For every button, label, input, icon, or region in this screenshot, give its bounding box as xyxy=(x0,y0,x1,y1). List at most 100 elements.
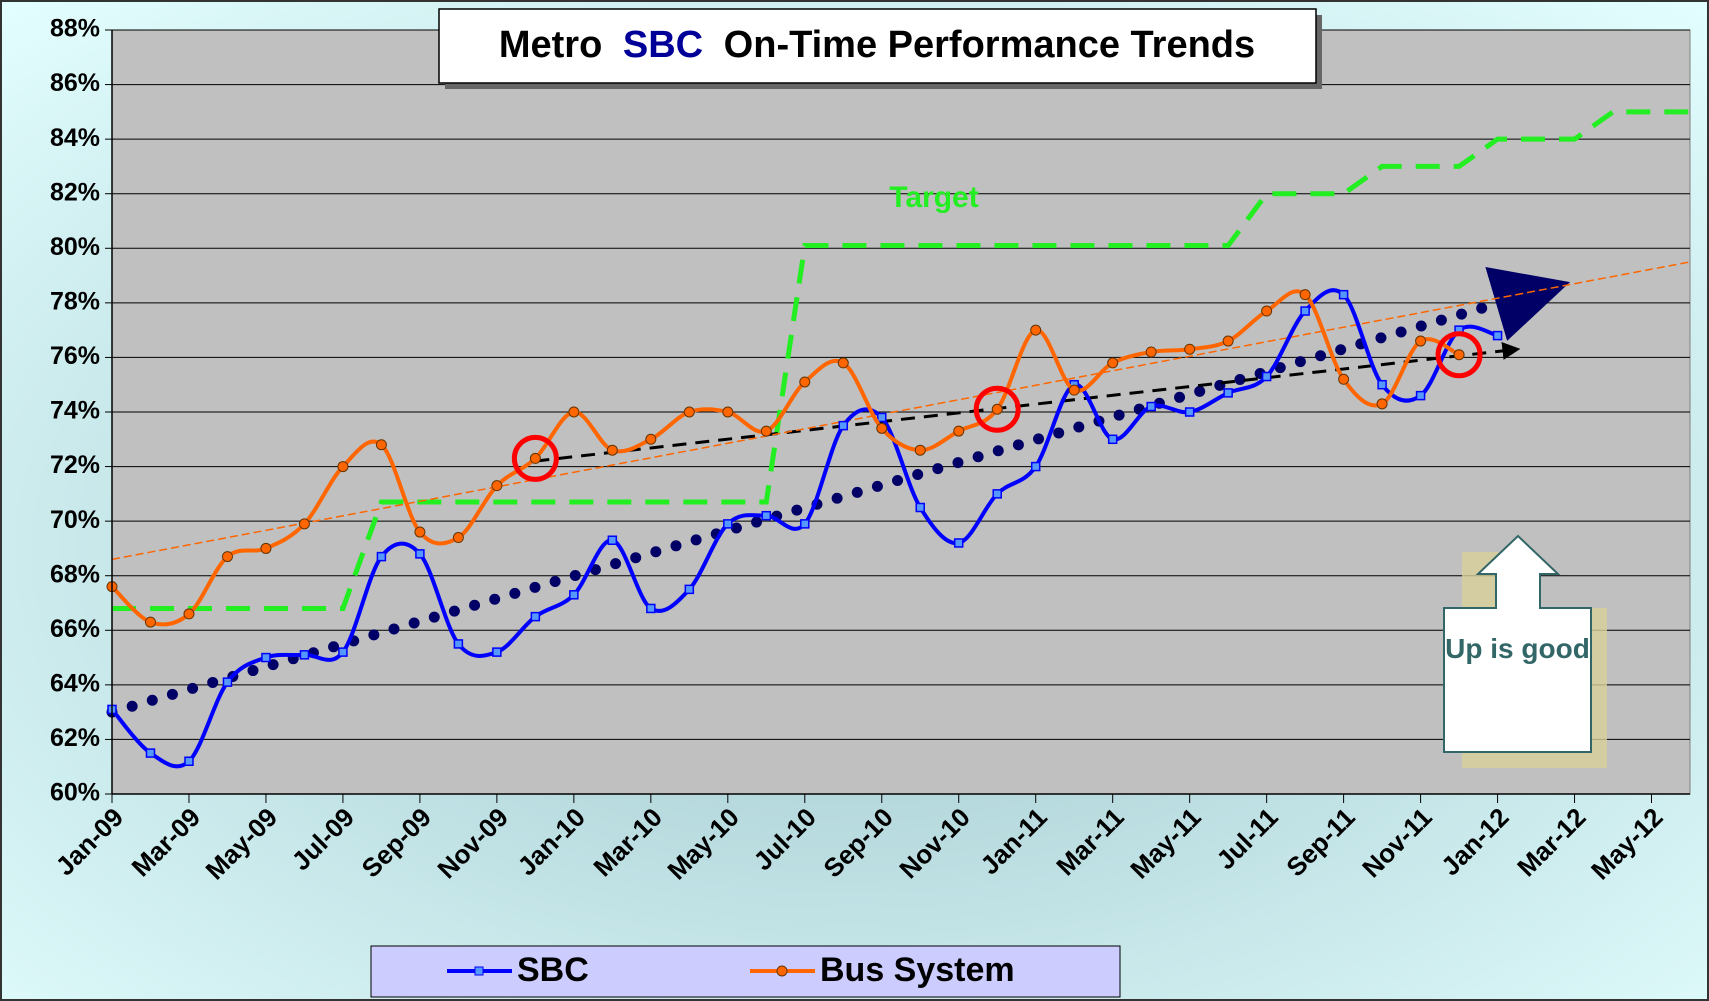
y-tick-label: 60% xyxy=(50,779,100,807)
point xyxy=(1299,289,1311,301)
point xyxy=(492,647,502,657)
point xyxy=(645,433,657,445)
point xyxy=(221,551,233,563)
point xyxy=(415,549,425,559)
target-line xyxy=(112,109,1690,611)
y-tick-label: 66% xyxy=(50,615,100,643)
y-tick-label: 88% xyxy=(50,15,100,43)
point xyxy=(1146,401,1156,412)
y-tick-label: 64% xyxy=(50,669,100,697)
annotation-box xyxy=(1443,534,1592,753)
title-box xyxy=(438,8,1317,84)
point xyxy=(1376,398,1388,410)
trend-line xyxy=(106,266,1571,718)
point xyxy=(184,756,194,767)
point xyxy=(1415,390,1426,401)
point xyxy=(838,420,849,431)
point xyxy=(1300,306,1310,316)
point xyxy=(1338,373,1350,385)
point xyxy=(337,461,349,473)
legend-marker xyxy=(776,965,788,977)
y-tick-label: 70% xyxy=(50,506,100,534)
y-tick-label: 80% xyxy=(50,233,100,261)
marks: Target xyxy=(106,109,1691,769)
legend-items: SBC Bus System xyxy=(447,951,1015,989)
point xyxy=(953,538,964,548)
title-part: SBC xyxy=(623,24,703,66)
y-tick-label: 68% xyxy=(50,560,100,588)
point xyxy=(877,412,887,423)
point xyxy=(722,406,734,418)
point xyxy=(1223,388,1233,398)
point xyxy=(606,444,618,456)
highlight-circle xyxy=(511,434,559,482)
point xyxy=(183,608,195,620)
y-tick-label: 82% xyxy=(50,178,100,206)
point xyxy=(261,652,271,663)
point xyxy=(529,452,541,464)
point xyxy=(876,422,888,434)
point xyxy=(646,603,656,614)
point xyxy=(607,535,618,545)
y-tick-label: 86% xyxy=(50,69,100,97)
highlight-circle xyxy=(1435,331,1483,379)
point xyxy=(1415,335,1427,347)
point xyxy=(1068,384,1080,396)
point xyxy=(799,376,811,388)
y-tick-label: 72% xyxy=(50,451,100,479)
point xyxy=(1453,349,1465,361)
point xyxy=(375,439,387,451)
point xyxy=(299,650,310,660)
y-tick-label: 84% xyxy=(50,124,100,152)
y-tick-label: 76% xyxy=(50,342,100,370)
point xyxy=(144,616,156,628)
point xyxy=(1145,346,1157,358)
point xyxy=(569,590,579,600)
trend-line xyxy=(111,261,1691,561)
point xyxy=(1261,371,1272,382)
point xyxy=(992,489,1002,499)
point xyxy=(1030,324,1042,336)
chart-title: Metro SBC On-Time Performance Trends xyxy=(499,24,1255,66)
point xyxy=(1261,305,1273,317)
legend-label: SBC xyxy=(517,951,589,989)
point xyxy=(1184,343,1196,355)
point xyxy=(1184,407,1195,417)
point xyxy=(914,444,926,456)
point xyxy=(260,542,272,554)
point xyxy=(568,406,580,418)
target-label: Target xyxy=(889,181,978,214)
point xyxy=(298,518,310,530)
point xyxy=(222,677,233,687)
point xyxy=(915,502,925,513)
point xyxy=(760,425,772,437)
title-part: Metro xyxy=(499,24,602,66)
point xyxy=(683,406,695,418)
point xyxy=(376,551,387,562)
point xyxy=(837,357,849,369)
point xyxy=(1030,461,1041,472)
point xyxy=(491,480,503,492)
y-tick-label: 74% xyxy=(50,397,100,425)
point xyxy=(684,584,695,595)
point xyxy=(414,526,426,538)
point xyxy=(338,647,348,657)
y-tick-label: 62% xyxy=(50,724,100,752)
point xyxy=(1107,357,1119,369)
point xyxy=(800,519,810,529)
point xyxy=(761,510,772,521)
point xyxy=(1107,434,1118,445)
point xyxy=(723,519,733,529)
annotation-text: Up is good xyxy=(1445,633,1590,664)
point xyxy=(145,748,156,758)
point xyxy=(953,425,965,437)
point xyxy=(991,403,1003,415)
highlight-circle xyxy=(973,385,1021,433)
point xyxy=(1377,379,1387,390)
legend-label: Bus System xyxy=(820,951,1015,989)
point xyxy=(1338,289,1349,300)
point xyxy=(453,639,464,649)
y-tick-label: 78% xyxy=(50,287,100,315)
point xyxy=(1492,330,1503,341)
point xyxy=(452,532,464,544)
